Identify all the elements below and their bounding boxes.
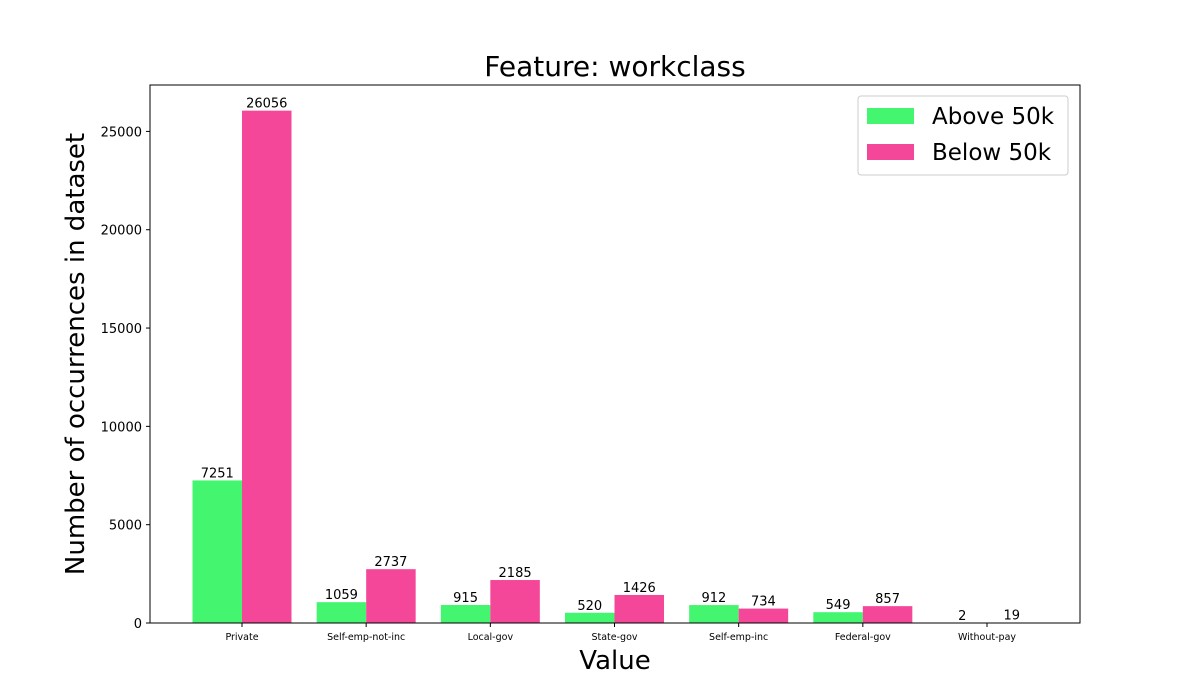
y-tick-label: 15000: [101, 322, 142, 337]
y-axis-label: Number of occurrences in dataset: [61, 133, 91, 575]
x-tick-label: Self-emp-inc: [709, 632, 768, 643]
x-tick-label: Private: [225, 632, 258, 643]
data-label: 2737: [374, 555, 407, 570]
bar-below-50k: [242, 110, 292, 623]
plot-frame: [149, 84, 1081, 624]
bar-below-50k: [738, 608, 789, 623]
data-label: 915: [453, 591, 478, 606]
bar-above-50k: [316, 602, 367, 623]
y-tick-label: 0: [134, 617, 142, 632]
legend-swatch: [867, 144, 914, 160]
bar-above-50k: [689, 605, 739, 623]
legend-label: Above 50k: [932, 104, 1055, 130]
x-tick-label: Self-emp-not-inc: [327, 632, 405, 643]
y-tick-label: 5000: [109, 519, 142, 534]
bar-above-50k: [440, 605, 491, 623]
data-label: 2185: [499, 566, 532, 581]
y-tick-label: 20000: [101, 224, 142, 239]
data-labels-layer: 7251 26056 1059 2737 915 2185 520 1426 912 734 549…: [201, 97, 1020, 624]
data-label: 26056: [246, 97, 287, 112]
bar-below-50k: [862, 606, 913, 623]
legend-swatch: [867, 108, 914, 124]
y-axis: 0 5000 10000 15000 20000 25000: [101, 125, 150, 632]
bar-above-50k: [192, 480, 242, 623]
chart-title: Feature: workclass: [484, 50, 745, 83]
x-tick-label: Without-pay: [958, 632, 1016, 643]
data-label: 1059: [325, 588, 358, 603]
legend: Above 50k Below 50k: [857, 95, 1069, 176]
x-tick-label: State-gov: [591, 632, 637, 643]
data-label: 1426: [623, 581, 656, 596]
x-tick-label: Local-gov: [468, 632, 514, 643]
data-label: 520: [577, 599, 602, 614]
bar-above-50k: [813, 612, 863, 623]
data-label: 19: [1003, 609, 1020, 624]
data-label: 912: [702, 591, 727, 606]
data-label: 7251: [201, 466, 234, 481]
data-label: 549: [826, 598, 851, 613]
y-tick-label: 10000: [101, 420, 142, 435]
x-axis-label: Value: [579, 646, 650, 676]
data-label: 857: [875, 592, 900, 607]
x-axis: Private Self-emp-not-inc Local-gov State-go…: [225, 623, 1016, 643]
bars-layer: [192, 110, 1037, 623]
x-tick-label: Federal-gov: [835, 632, 891, 643]
bar-below-50k: [614, 594, 664, 623]
bar-below-50k: [366, 569, 416, 623]
data-label: 2: [958, 609, 966, 624]
y-tick-label: 25000: [101, 125, 142, 140]
bar-below-50k: [490, 580, 540, 623]
bar-above-50k: [565, 612, 615, 623]
legend-label: Below 50k: [932, 140, 1052, 166]
data-label: 734: [751, 595, 776, 610]
